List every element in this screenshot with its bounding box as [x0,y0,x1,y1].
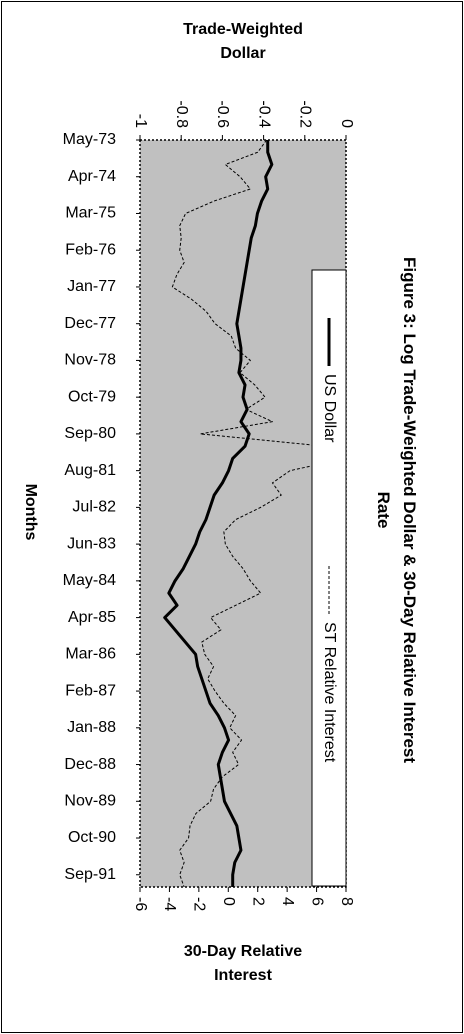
x-axis-title: Months [22,484,39,541]
x-tick-label: Dec-77 [64,315,116,332]
x-tick-label: Jul-82 [72,499,116,516]
y-tick-label: -0.4 [255,100,272,128]
y2-tick-label: 8 [338,897,355,906]
x-tick-label: Apr-74 [68,168,116,185]
x-tick-label: Jun-83 [67,535,116,552]
y-tick-label: -0.2 [297,100,314,128]
y2-tick-label: 6 [308,897,325,906]
x-tick-label: Mar-86 [65,646,116,663]
x-tick-label: Oct-90 [68,829,116,846]
x-tick-label: Dec-88 [64,756,116,773]
x-tick-label: Aug-81 [64,462,116,479]
legend-label: ST Relative Interest [321,622,338,763]
x-tick-label: Apr-85 [68,609,116,626]
x-tick-label: Mar-75 [65,205,116,222]
y2-tick-label: 0 [220,897,237,906]
chart-title: Figure 3: Log Trade-Weighted Dollar & 30… [374,257,419,763]
legend-label: US Dollar [321,374,338,443]
y2-tick-label: -4 [161,897,178,911]
y2-tick-label: 4 [279,897,296,906]
y-tick-label: -0.8 [173,100,190,128]
x-tick-label: Oct-79 [68,388,116,405]
y-tick-label: 0 [338,119,355,128]
x-tick-label: Feb-87 [65,682,116,699]
y2-axis-title: 30-Day Relative Interest [184,943,302,984]
y2-tick-label: -2 [191,897,208,911]
x-tick-label: May-84 [63,572,116,589]
x-tick-label: Feb-76 [65,241,116,258]
y2-tick-label: -6 [132,897,149,911]
x-tick-label: Sep-80 [64,425,116,442]
x-tick-label: Nov-78 [64,352,116,369]
x-tick-label: Nov-89 [64,792,116,809]
series-line [163,140,274,887]
x-tick-label: Jan-88 [67,719,116,736]
x-tick-label: Jan-77 [67,278,116,295]
x-tick-label: May-73 [63,131,116,148]
y-axis-title: Trade-Weighted Dollar [183,21,303,62]
y2-tick-label: 2 [249,897,266,906]
y-tick-label: -0.6 [214,100,231,128]
x-tick-label: Sep-91 [64,866,116,883]
series-line [171,139,347,888]
y-tick-label: -1 [132,114,149,128]
